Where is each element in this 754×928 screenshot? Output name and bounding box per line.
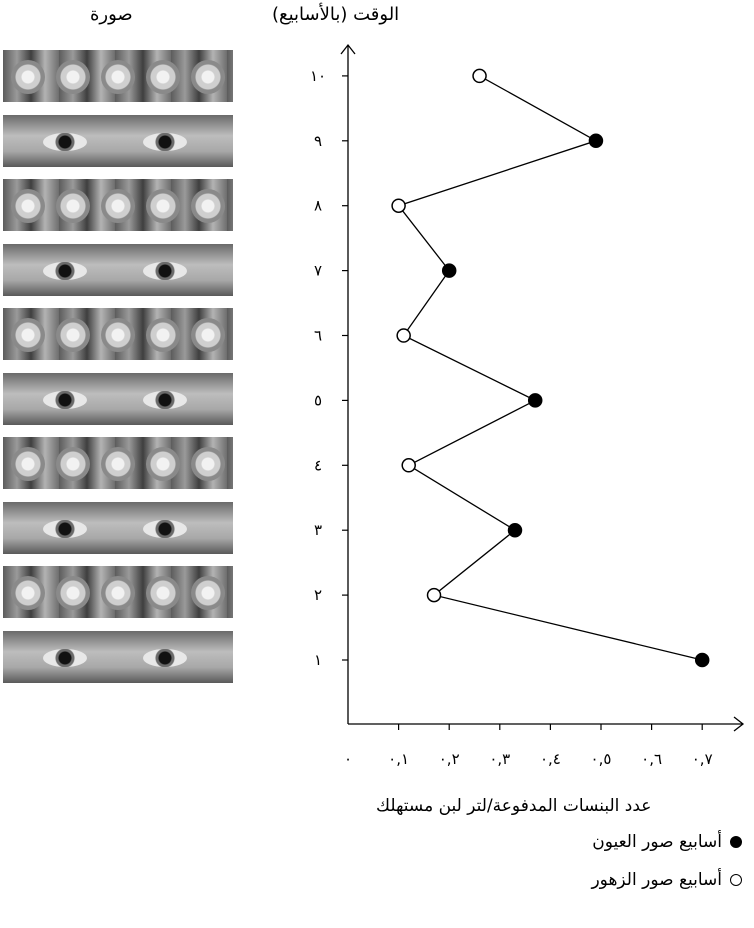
chart-ticks: ٠ ٠,١ ٠,٢ ٠,٣ ٠,٤ ٠,٥ ٠,٦ ٠,٧ ١ ٢ ٣ ٤ ٥ ٦ ٧ ٨ ٩ ١٠ bbox=[310, 67, 713, 768]
eyes-image-strip bbox=[3, 501, 233, 554]
flower-icon bbox=[146, 189, 180, 223]
y-tick-label: ١ bbox=[314, 651, 322, 669]
time-axis-title: الوقت (بالأسابيع) bbox=[272, 4, 400, 25]
flower-icon bbox=[101, 60, 135, 94]
flower-icon bbox=[11, 189, 45, 223]
flowers-image-strip bbox=[3, 50, 233, 102]
flower-icon bbox=[101, 576, 135, 610]
flower-icon bbox=[11, 447, 45, 481]
chart-series bbox=[391, 68, 710, 668]
series-line bbox=[397, 75, 703, 661]
flower-icon bbox=[146, 318, 180, 352]
flowers-image-strip bbox=[3, 308, 233, 360]
x-tick-label: ٠,٧ bbox=[692, 750, 713, 768]
eye-icon bbox=[43, 519, 87, 538]
eye-icon bbox=[143, 132, 187, 151]
flower-icon bbox=[191, 189, 225, 223]
flowers-image-strip bbox=[3, 437, 233, 489]
eye-icon bbox=[143, 648, 187, 667]
x-axis-label: عدد البنسات المدفوعة/لتر لبن مستهلك bbox=[376, 796, 652, 816]
x-tick-label: ٠ bbox=[344, 750, 352, 768]
x-tick-label: ٠,١ bbox=[388, 750, 409, 768]
y-tick-label: ١٠ bbox=[310, 67, 326, 85]
data-point-eyes bbox=[694, 652, 710, 668]
chart-axes bbox=[340, 43, 745, 732]
eye-icon bbox=[143, 261, 187, 280]
filled-circle-icon bbox=[730, 836, 742, 848]
open-circle-icon bbox=[730, 874, 742, 886]
y-tick-label: ٧ bbox=[314, 262, 322, 280]
x-tick-label: ٠,٢ bbox=[439, 750, 460, 768]
legend-label-flowers: أسابيع صور الزهور bbox=[591, 870, 722, 890]
flower-icon bbox=[101, 189, 135, 223]
y-tick-label: ٨ bbox=[314, 197, 322, 215]
eyes-image-strip bbox=[3, 243, 233, 296]
data-point-eyes bbox=[527, 393, 543, 408]
x-tick-label: ٠,٣ bbox=[489, 750, 510, 768]
y-tick-label: ٩ bbox=[314, 132, 322, 150]
eye-icon bbox=[43, 132, 87, 151]
flower-icon bbox=[191, 447, 225, 481]
x-axis-arrow bbox=[733, 716, 745, 732]
flower-icon bbox=[101, 447, 135, 481]
flower-icon bbox=[11, 576, 45, 610]
line-chart: ٠ ٠,١ ٠,٢ ٠,٣ ٠,٤ ٠,٥ ٠,٦ ٠,٧ ١ ٢ ٣ ٤ ٥ ٦ ٧ ٨ ٩ ١٠ bbox=[310, 43, 745, 768]
eye-icon bbox=[43, 648, 87, 667]
y-axis-arrow bbox=[340, 43, 356, 55]
eye-icon bbox=[43, 390, 87, 409]
legend-item-eyes: أسابيع صور العيون bbox=[592, 832, 742, 852]
y-tick-label: ٣ bbox=[314, 521, 322, 539]
legend-item-flowers: أسابيع صور الزهور bbox=[591, 870, 742, 890]
flower-icon bbox=[191, 318, 225, 352]
y-tick-label: ٥ bbox=[314, 391, 322, 409]
y-tick-label: ٤ bbox=[314, 456, 322, 474]
flower-icon bbox=[101, 318, 135, 352]
flowers-image-strip bbox=[3, 179, 233, 231]
data-point-flowers bbox=[401, 458, 416, 473]
x-tick-label: ٠,٤ bbox=[540, 750, 561, 768]
flower-icon bbox=[56, 189, 90, 223]
legend-label-eyes: أسابيع صور العيون bbox=[592, 832, 722, 852]
data-point-flowers bbox=[396, 328, 411, 343]
flower-icon bbox=[146, 447, 180, 481]
data-point-eyes bbox=[588, 133, 604, 149]
x-tick-label: ٠,٦ bbox=[641, 750, 662, 768]
flower-icon bbox=[56, 447, 90, 481]
flowers-image-strip bbox=[3, 566, 233, 618]
y-tick-label: ٦ bbox=[314, 327, 322, 345]
flower-icon bbox=[191, 60, 225, 94]
y-tick-label: ٢ bbox=[314, 586, 322, 604]
eye-icon bbox=[143, 519, 187, 538]
eyes-image-strip bbox=[3, 114, 233, 167]
eye-icon bbox=[43, 261, 87, 280]
eyes-image-strip bbox=[3, 372, 233, 425]
flower-icon bbox=[146, 60, 180, 94]
data-point-flowers bbox=[426, 587, 442, 603]
image-column-title: صورة bbox=[90, 4, 133, 25]
eyes-image-strip bbox=[3, 630, 233, 683]
data-point-flowers bbox=[391, 198, 406, 213]
data-point-eyes bbox=[507, 522, 523, 538]
flower-icon bbox=[11, 60, 45, 94]
flower-icon bbox=[11, 318, 45, 352]
flower-icon bbox=[56, 60, 90, 94]
flower-icon bbox=[191, 576, 225, 610]
flower-icon bbox=[146, 576, 180, 610]
data-point-eyes bbox=[441, 263, 457, 278]
flower-icon bbox=[56, 318, 90, 352]
flower-icon bbox=[56, 576, 90, 610]
data-point-flowers bbox=[472, 68, 487, 84]
eye-icon bbox=[143, 390, 187, 409]
x-tick-label: ٠,٥ bbox=[591, 750, 612, 768]
